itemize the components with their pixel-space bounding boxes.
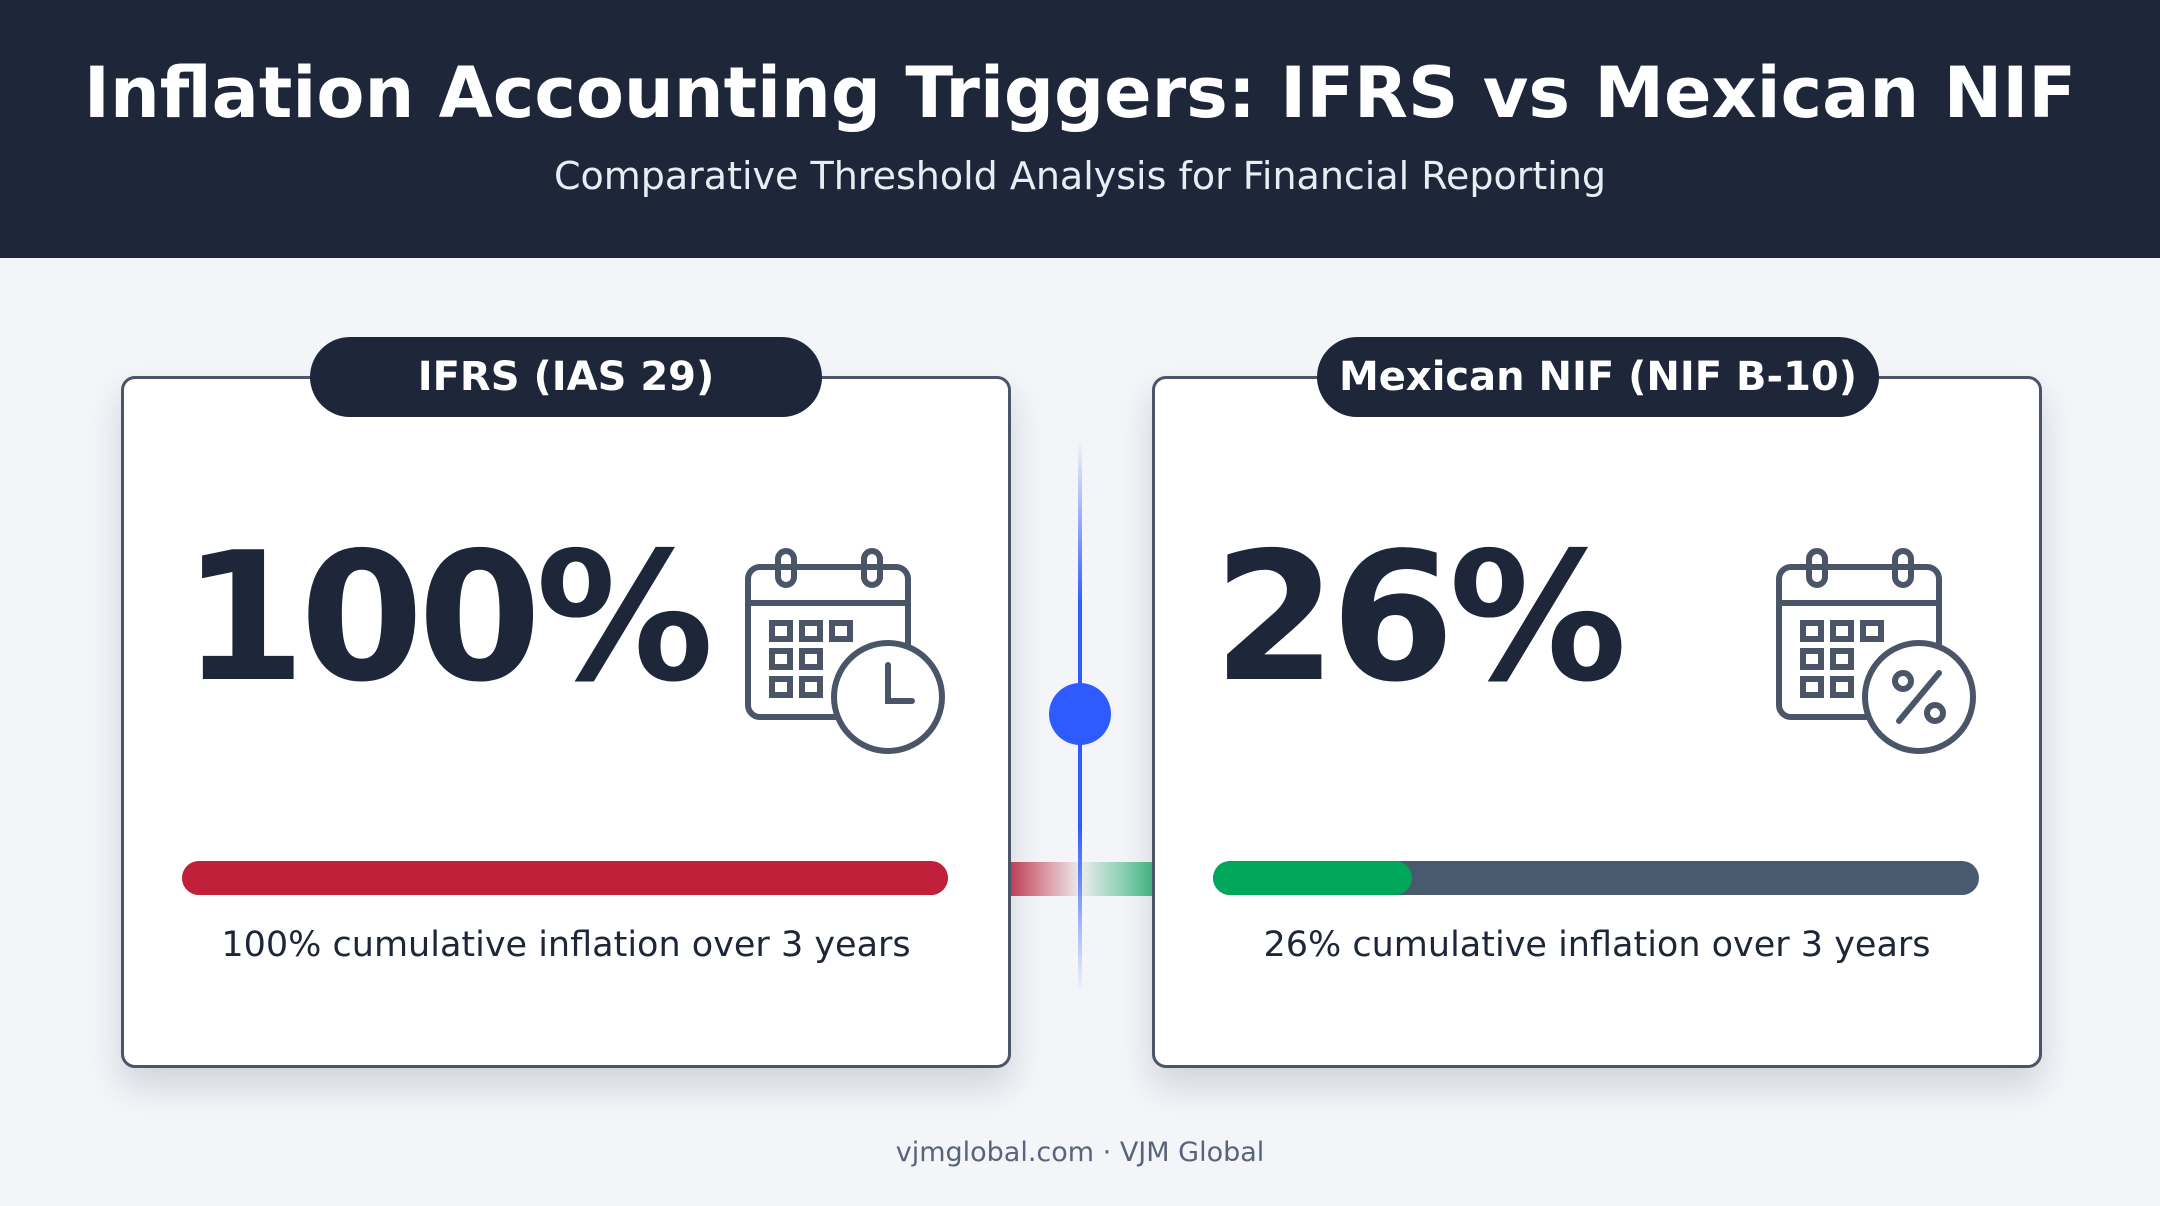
calendar-clock-icon (745, 548, 945, 754)
footer: vjmglobal.com · VJM Global (895, 1137, 1265, 1168)
big-value: 100% (182, 514, 714, 721)
progress-track (182, 861, 948, 895)
caption: 26% cumulative inflation over 3 years (1263, 925, 1931, 965)
header: Inflation Accounting Triggers: IFRS vs M… (0, 0, 2160, 258)
caption: 100% cumulative inflation over 3 years (221, 925, 911, 965)
card: IFRS (IAS 29) 100% 100% cumulative infla… (121, 337, 1011, 1068)
badge: IFRS (IAS 29) (310, 337, 822, 417)
progress-fill (182, 861, 948, 895)
card: Mexican NIF (NIF B-10) 26% 26% cumulativ… (1152, 337, 2042, 1068)
progress-fill (1213, 861, 1413, 895)
subtitle: Comparative Threshold Analysis for Finan… (553, 154, 1607, 198)
big-value: 26% (1213, 514, 1627, 721)
calendar-percent-icon (1776, 548, 1976, 754)
progress-track (1213, 861, 1979, 895)
divider-dot (1049, 683, 1111, 745)
badge: Mexican NIF (NIF B-10) (1317, 337, 1879, 417)
title: Inflation Accounting Triggers: IFRS vs M… (83, 52, 2077, 134)
